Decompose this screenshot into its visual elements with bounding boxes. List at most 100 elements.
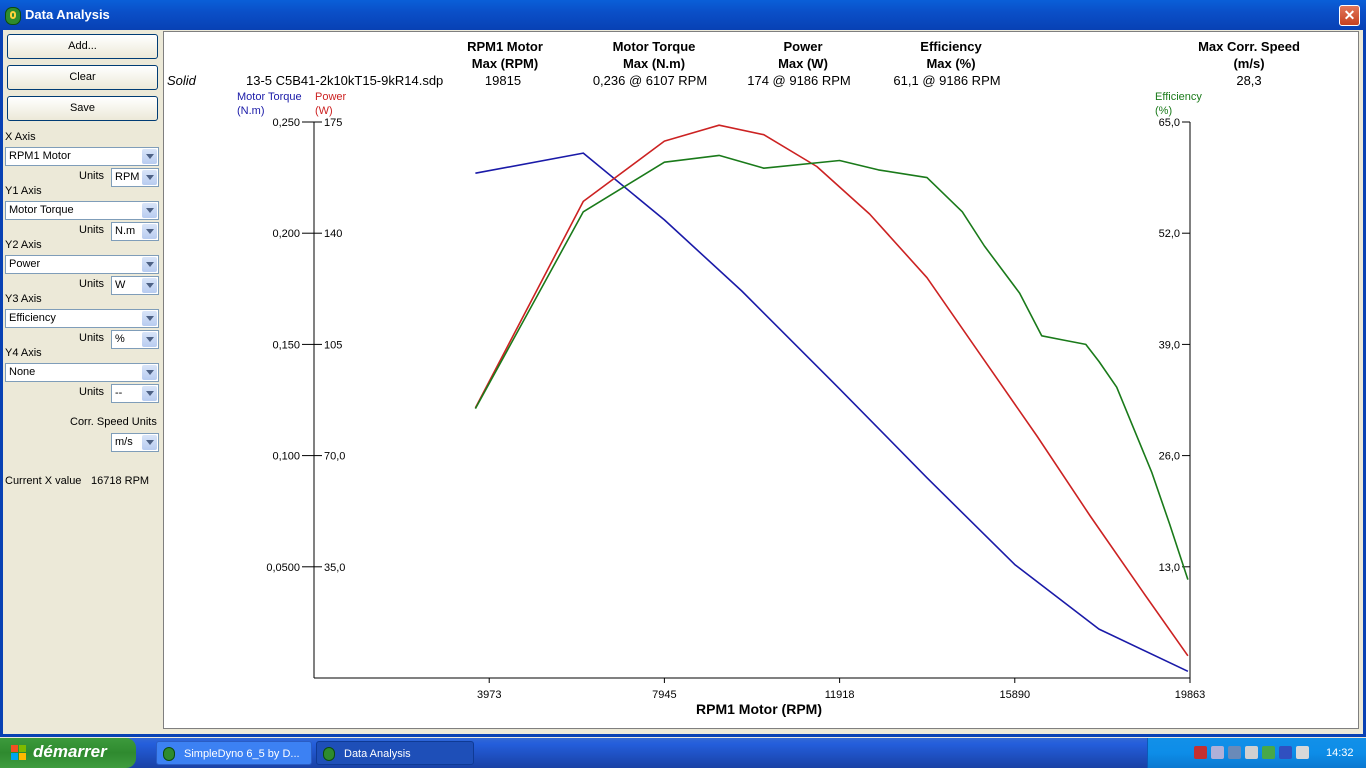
x-tick-label: 19863 (1175, 689, 1206, 701)
safely-remove-icon[interactable] (1262, 746, 1275, 759)
series-line-motor-torque (475, 152, 1189, 673)
summary-value-corr-speed: 28,3 (1236, 73, 1261, 88)
y2-axis-unit: (W) (315, 105, 333, 117)
corr-speed-label: Corr. Speed Units (70, 416, 157, 428)
x-axis-units-select[interactable]: RPM (111, 168, 159, 187)
save-button[interactable]: Save (7, 96, 158, 121)
y1-axis-unit: (N.m) (237, 105, 265, 117)
y3-axis-units-select[interactable]: % (111, 330, 159, 349)
y1-axis-units-select[interactable]: N.m (111, 222, 159, 241)
add-button[interactable]: Add... (7, 34, 158, 59)
x-tick-label: 7945 (652, 689, 676, 701)
y3-axis-select[interactable]: Efficiency (5, 309, 159, 328)
security-shield-icon[interactable] (1194, 746, 1207, 759)
current-x-label: Current X value (5, 475, 82, 487)
x-axis-title: RPM1 Motor (RPM) (696, 701, 822, 717)
x-axis-select[interactable]: RPM1 Motor (5, 147, 159, 166)
y1-tick-label: 0,250 (272, 117, 300, 129)
y3-axis-unit: (%) (1155, 105, 1172, 117)
y3-axis-units-label: Units (79, 332, 105, 344)
y2-axis-title: Power (315, 91, 347, 103)
y3-axis-value: Efficiency (9, 312, 56, 324)
chevron-down-icon[interactable] (142, 224, 157, 239)
clear-button[interactable]: Clear (7, 65, 158, 90)
chevron-down-icon[interactable] (142, 149, 157, 164)
summary-header-efficiency: Efficiency (920, 39, 982, 54)
summary-headers: RPM1 Motor Max (RPM) Motor Torque Max (N… (467, 39, 1300, 71)
y4-axis-value: None (9, 366, 36, 378)
task-data-analysis-label: Data Analysis (344, 748, 411, 760)
summary-header-torque: Motor Torque (613, 39, 696, 54)
y2-tick-label: 105 (324, 339, 342, 351)
close-button[interactable]: ✕ (1339, 5, 1360, 26)
y3-axis-units-value: % (115, 333, 125, 345)
y1-tick-label: 0,0500 (266, 562, 300, 574)
chevron-down-icon[interactable] (142, 332, 157, 347)
chevron-down-icon[interactable] (142, 435, 157, 450)
chart-canvas[interactable]: RPM1 Motor Max (RPM) Motor Torque Max (N… (164, 32, 1358, 728)
y3-axis-title: Efficiency (1155, 91, 1202, 103)
y1-axis-units-value: N.m (115, 225, 136, 237)
y2-axis-value: Power (9, 258, 41, 270)
y2-axis-units-select[interactable]: W (111, 276, 159, 295)
y1-axis-select[interactable]: Motor Torque (5, 201, 159, 220)
series-layer (474, 124, 1189, 673)
chart-panel[interactable]: RPM1 Motor Max (RPM) Motor Torque Max (N… (163, 31, 1359, 729)
x-axis-units-value: RPM (115, 171, 140, 183)
windows-logo-icon (11, 745, 27, 761)
window-titlebar[interactable]: Data Analysis ✕ (0, 0, 1366, 30)
bluetooth-icon[interactable] (1279, 746, 1292, 759)
summary-header-rpm: RPM1 Motor (467, 39, 543, 54)
start-label: démarrer (33, 742, 107, 761)
task-data-analysis[interactable]: Data Analysis (316, 741, 474, 765)
start-button[interactable]: démarrer (0, 738, 136, 768)
y2-axis-heading: Y2 Axis (5, 239, 42, 251)
chevron-down-icon[interactable] (142, 278, 157, 293)
y3-tick-label: 65,0 (1159, 117, 1180, 129)
series-line-power (474, 124, 1189, 657)
y1-axis-units-label: Units (79, 224, 105, 236)
line-style-label: Solid (167, 73, 197, 88)
summary-header-power-sub: Max (W) (778, 56, 828, 71)
y2-tick-label: 35,0 (324, 562, 345, 574)
y3-tick-label: 13,0 (1159, 562, 1180, 574)
wireless-icon[interactable] (1245, 746, 1258, 759)
current-x-value: 16718 RPM (91, 475, 150, 487)
summary-header-power: Power (783, 39, 822, 54)
y2-axis-units-value: W (115, 279, 126, 291)
x-tick-label: 11918 (825, 689, 855, 701)
task-simpledyno[interactable]: SimpleDyno 6_5 by D... (156, 741, 312, 765)
y2-axis-units-label: Units (79, 278, 105, 290)
axis-titles: Motor Torque (N.m) Power (W) Efficiency … (237, 91, 1202, 117)
corr-speed-select[interactable]: m/s (111, 433, 159, 452)
summary-header-corr-speed: Max Corr. Speed (1198, 39, 1300, 54)
y3-tick-label: 26,0 (1159, 451, 1180, 463)
axes-layer: 3973 7945 11918 15890 19863 0,0500 0,100 0,150 0… (266, 117, 1205, 701)
y4-axis-units-value: -- (115, 387, 123, 399)
summary-header-rpm-sub: Max (RPM) (472, 56, 538, 71)
chevron-down-icon[interactable] (142, 311, 157, 326)
y1-tick-label: 0,100 (272, 451, 300, 463)
corr-speed-value: m/s (115, 436, 133, 448)
display-icon[interactable] (1228, 746, 1241, 759)
summary-header-corr-speed-sub: (m/s) (1233, 56, 1264, 71)
chevron-down-icon[interactable] (142, 203, 157, 218)
summary-value-rpm: 19815 (485, 73, 521, 88)
y1-tick-label: 0,150 (272, 339, 300, 351)
y4-axis-units-select[interactable]: -- (111, 384, 159, 403)
y3-tick-label: 52,0 (1159, 228, 1180, 240)
chevron-down-icon[interactable] (142, 386, 157, 401)
window-title: Data Analysis (25, 7, 110, 22)
y4-axis-select[interactable]: None (5, 363, 159, 382)
monitor-icon[interactable] (1296, 746, 1309, 759)
network-icon[interactable] (1211, 746, 1224, 759)
y2-axis-select[interactable]: Power (5, 255, 159, 274)
y4-axis-heading: Y4 Axis (5, 347, 42, 359)
chevron-down-icon[interactable] (142, 365, 157, 380)
summary-header-torque-sub: Max (N.m) (623, 56, 685, 71)
y2-tick-label: 175 (324, 117, 342, 129)
chevron-down-icon[interactable] (142, 257, 157, 272)
y3-axis-heading: Y3 Axis (5, 293, 42, 305)
system-tray: 14:32 (1147, 738, 1366, 768)
chevron-down-icon[interactable] (142, 170, 157, 185)
